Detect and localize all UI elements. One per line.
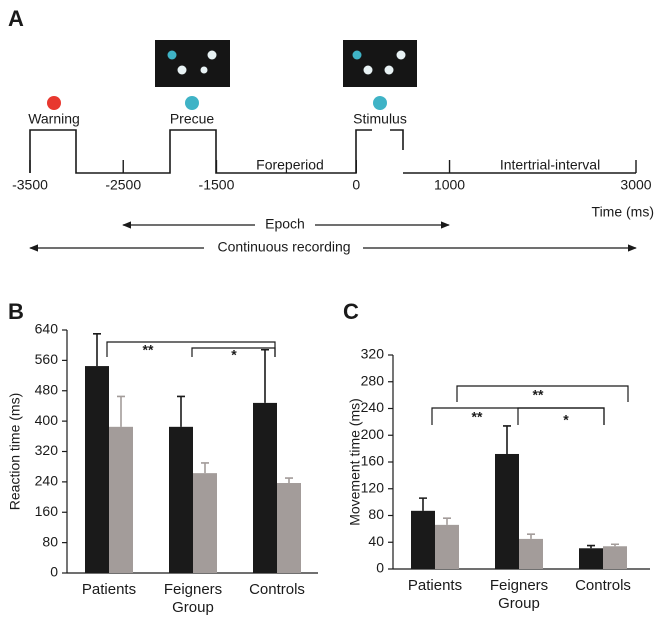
screen-dot <box>396 50 406 60</box>
error-bar <box>611 543 619 547</box>
bar <box>519 538 543 569</box>
bar <box>85 366 109 573</box>
significance-label: * <box>563 412 569 428</box>
y-axis-title: Movement time (ms) <box>347 398 363 526</box>
y-axis-title: Reaction time (ms) <box>7 393 23 510</box>
x-tick-label: -3500 <box>12 177 48 193</box>
epoch-label: Epoch <box>265 216 305 232</box>
significance-bracket <box>106 341 276 357</box>
error-bar <box>443 517 451 525</box>
event-dot <box>47 96 61 110</box>
error-bar <box>285 477 293 484</box>
event-dot <box>373 96 387 110</box>
y-tick-label: 400 <box>35 412 59 428</box>
screen-image <box>343 40 417 87</box>
screen-image <box>155 40 230 87</box>
y-tick-label: 240 <box>361 399 385 415</box>
screen-dot <box>384 65 394 75</box>
x-tick-label: 0 <box>352 177 360 193</box>
bar <box>411 510 435 569</box>
screen-dot <box>363 65 373 75</box>
screen-dot <box>352 50 362 60</box>
screen-dot <box>200 66 208 74</box>
y-tick-label: 40 <box>368 533 384 549</box>
x-tick-label: Patients <box>407 577 463 594</box>
error-bar <box>177 395 185 427</box>
y-tick-label: 120 <box>361 479 385 495</box>
y-tick-label: 640 <box>35 321 59 337</box>
x-tick-label: Feigners Group <box>489 577 549 612</box>
significance-bracket <box>456 385 629 402</box>
bar <box>579 548 603 569</box>
x-tick-label: Controls <box>249 581 305 598</box>
screen-dot <box>207 50 217 60</box>
x-tick-label: Feigners Group <box>163 581 223 616</box>
bar <box>109 426 133 573</box>
error-bar <box>587 544 595 549</box>
y-tick-label: 80 <box>42 533 58 549</box>
significance-bracket <box>517 407 605 425</box>
y-tick-label: 280 <box>361 372 385 388</box>
bar <box>277 483 301 573</box>
bar <box>603 546 627 569</box>
x-tick-label: 3000 <box>620 177 651 193</box>
panel-label: A <box>8 6 24 31</box>
significance-bracket <box>191 347 276 357</box>
y-tick-label: 160 <box>361 453 385 469</box>
error-bar <box>117 395 125 427</box>
period-label: Foreperiod <box>256 157 324 173</box>
event-label: Precue <box>170 111 215 127</box>
event-label: Stimulus <box>353 111 407 127</box>
bar <box>253 402 277 573</box>
significance-label: ** <box>143 342 154 358</box>
period-label: Intertrial-interval <box>500 157 600 173</box>
signal-waveform <box>29 129 636 174</box>
y-tick-label: 0 <box>50 564 58 580</box>
significance-label: * <box>231 347 237 363</box>
screen-dot <box>167 50 177 60</box>
significance-label: ** <box>472 409 483 425</box>
bar <box>169 426 193 573</box>
error-bar <box>261 348 269 403</box>
y-tick-label: 480 <box>35 381 59 397</box>
y-tick-label: 80 <box>368 506 384 522</box>
y-tick-label: 200 <box>361 426 385 442</box>
screen-dot <box>177 65 187 75</box>
y-tick-label: 560 <box>35 351 59 367</box>
x-tick-label: Controls <box>575 577 631 594</box>
error-bar <box>527 533 535 539</box>
x-tick-label: Patients <box>81 581 137 598</box>
y-tick-label: 160 <box>35 503 59 519</box>
panel-label: C <box>343 299 359 324</box>
axis-title: Time (ms) <box>592 204 654 220</box>
error-bar <box>503 425 511 454</box>
y-tick-label: 240 <box>35 473 59 489</box>
error-bar <box>201 462 209 474</box>
y-tick-label: 320 <box>361 346 385 362</box>
error-bar <box>419 497 427 511</box>
bar <box>193 473 217 573</box>
bar <box>435 524 459 569</box>
panel-label: B <box>8 299 24 324</box>
error-bar <box>93 332 101 367</box>
event-dot <box>185 96 199 110</box>
event-label: Warning <box>28 111 80 127</box>
x-tick-label: -2500 <box>105 177 141 193</box>
y-tick-label: 0 <box>376 560 384 576</box>
x-tick-label: -1500 <box>199 177 235 193</box>
y-tick-label: 320 <box>35 442 59 458</box>
x-tick-label: 1000 <box>434 177 465 193</box>
significance-label: ** <box>533 387 544 403</box>
recording-label: Continuous recording <box>217 239 350 255</box>
bar <box>495 453 519 569</box>
